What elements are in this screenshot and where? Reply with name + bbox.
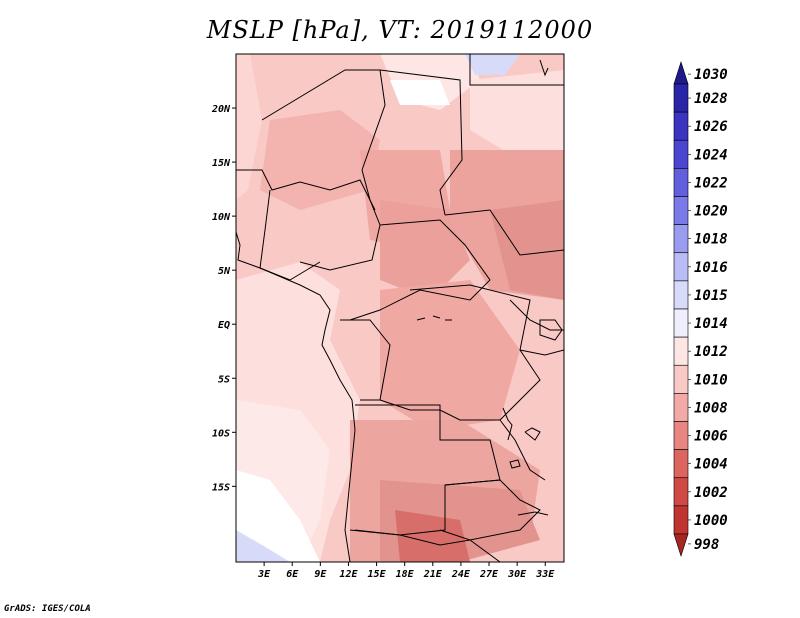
coastline-atlantic — [236, 231, 356, 562]
colorbar-swatch — [673, 477, 689, 507]
colorbar-swatch — [673, 139, 689, 169]
lat-tick-label: 5N — [218, 266, 231, 277]
border-malawi — [499, 419, 546, 481]
lake-tanganyika — [502, 407, 513, 441]
credit-text: GrADS: IGES/COLA — [4, 604, 91, 614]
congo-river — [416, 315, 452, 321]
lon-tick-label: 33E — [535, 569, 555, 580]
lake-malawi — [524, 427, 541, 441]
colorbar-label: 1000 — [694, 513, 728, 529]
colorbar-swatch — [673, 308, 689, 338]
border-congo — [340, 319, 391, 401]
field-1008-congo — [380, 280, 520, 430]
colorbar-label: 1014 — [694, 316, 728, 332]
lon-tick-label: 24E — [451, 569, 471, 580]
pressure-field — [236, 54, 564, 562]
colorbar-swatch — [673, 533, 689, 557]
lat-tick-label: 20N — [211, 104, 231, 115]
colorbar-label: 1022 — [694, 175, 728, 191]
field-1008-car — [380, 200, 470, 300]
lat-tick-label: 10N — [212, 212, 231, 223]
colorbar-swatch — [673, 336, 689, 366]
colorbar-label: 1002 — [694, 485, 728, 501]
colorbar-swatch — [673, 449, 689, 479]
border-sudan-south — [444, 209, 564, 256]
colorbar-label: 1008 — [694, 400, 728, 416]
lake-mweru — [509, 459, 521, 469]
border-libya-chad — [379, 69, 463, 216]
latitude-axis: 20N 15N 10N 5N EQ 5S 10S 15S — [211, 104, 236, 493]
border-nigeria-cameroon — [299, 169, 381, 271]
lake-kariba — [517, 511, 549, 516]
colorbar-swatch — [673, 168, 689, 197]
colorbar-swatch — [673, 224, 689, 254]
colorbar-label: 1015 — [694, 288, 728, 304]
lat-tick-label: 5S — [218, 374, 230, 385]
lon-tick-label: 12E — [339, 569, 358, 580]
field-1014-libya — [390, 80, 450, 105]
colorbar-label: 1016 — [694, 260, 728, 276]
border-drc — [379, 284, 541, 421]
border-namibia — [349, 529, 501, 562]
lon-tick-label: 9E — [314, 569, 327, 580]
lon-tick-label: 21E — [423, 569, 443, 580]
lat-tick-label: 15S — [212, 482, 230, 493]
colorbar-label: 1028 — [694, 91, 728, 107]
colorbar-swatch — [673, 364, 689, 394]
colorbar-swatch — [673, 83, 689, 113]
field-1004-kalahari — [395, 510, 470, 562]
colorbar-swatch — [673, 252, 689, 282]
coastlines — [236, 59, 563, 562]
colorbar-label: 1012 — [694, 344, 728, 360]
border-tanzania — [519, 349, 564, 356]
lon-tick-label: 18E — [396, 569, 415, 580]
lon-tick-label: 15E — [368, 569, 387, 580]
colorbar-label: 1026 — [694, 119, 728, 135]
longitude-axis: 3E 6E 9E 12E 15E 18E 21E 24E 27E 30E 33E — [257, 562, 555, 580]
lon-tick-label: 6E — [286, 569, 299, 580]
colorbar-swatch — [673, 393, 689, 422]
field-1016-corner — [236, 530, 290, 562]
colorbar-label: 1018 — [694, 232, 728, 248]
border-egypt — [469, 54, 564, 86]
colorbar-swatch — [673, 280, 689, 310]
figure-title: MSLP [hPa], VT: 2019112000 — [206, 16, 594, 44]
colorbar-swatch — [673, 111, 689, 141]
field-1014-south-atlantic — [236, 470, 320, 562]
colorbar-label: 998 — [694, 537, 719, 553]
colorbar-swatch — [673, 421, 689, 450]
border-car — [349, 219, 491, 321]
colorbar-label: 1024 — [694, 147, 728, 163]
colorbar-label: 1006 — [694, 429, 728, 445]
coastline-red-sea — [539, 59, 549, 77]
lon-tick-label: 30E — [507, 569, 527, 580]
colorbar-label: 1030 — [694, 67, 728, 83]
lat-tick-label: 10S — [212, 428, 230, 439]
colorbar-label: 1004 — [694, 457, 728, 473]
map-frame — [235, 53, 565, 563]
lat-tick-label: 15N — [212, 158, 231, 169]
lat-tick-label: EQ — [218, 320, 230, 331]
colorbar-swatch — [673, 505, 689, 535]
field-1010-west-sahara — [236, 54, 262, 200]
lon-tick-label: 3E — [257, 569, 271, 580]
lake-victoria — [539, 319, 563, 341]
field-1012-egypt — [470, 70, 564, 160]
colorbar-label: 1010 — [694, 372, 728, 388]
colorbar-swatch — [673, 61, 689, 85]
field-1016-north — [465, 54, 520, 75]
lon-tick-label: 27E — [479, 569, 499, 580]
colorbar: 1030 1028 1026 1024 1022 1020 1018 1016 1015 1014… — [673, 61, 728, 557]
colorbar-label: 1020 — [694, 204, 728, 220]
colorbar-swatch — [673, 196, 689, 225]
border-sahel-north — [236, 169, 376, 211]
field-1006-sudan — [490, 200, 564, 300]
